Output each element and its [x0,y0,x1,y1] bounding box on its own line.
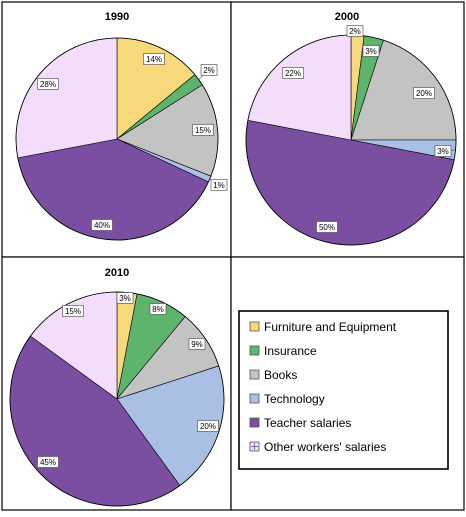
pie-1990-label-box-insurance [200,64,218,76]
pie-2010-label-box-furniture [116,292,134,304]
legend: Furniture and Equipment Insurance Books … [238,310,449,470]
pie-1990-data-label-teacher: 40% [94,221,110,230]
pie-1990-data-label-technology: 1% [213,181,225,190]
legend-swatch-furniture [249,321,260,332]
chart-title-2000: 2000 [335,11,359,23]
pie-2000-data-label-books: 20% [416,89,432,98]
pie-2000-data-label-insurance: 3% [365,47,377,56]
pie-1990-label-box-furniture [143,53,165,65]
pie-2000-data-label-teacher: 50% [319,223,335,232]
legend-label-technology: Technology [264,392,325,406]
legend-label-other: Other workers' salaries [264,440,386,454]
pie-1990: 14% 2% 15% 1% 40% 28% [15,37,228,241]
pie-1990-outline [15,37,219,241]
pie-2010-label-box-technology [197,420,219,432]
pie-2000-label-box-books [413,87,435,99]
pie-2010-label-box-teacher [37,456,59,468]
pie-2000-label-box-other [282,67,304,79]
pie-2010-label-box-other [62,305,84,317]
pie-2000-label-box-furniture [346,25,364,37]
pie-1990-data-label-other: 28% [40,80,56,89]
pie-2010-outline [9,291,225,507]
pie-2000: 2% 3% 20% 3% 50% 22% [245,25,457,246]
pie-2010-data-label-furniture: 3% [119,294,131,303]
pie-2000-label-box-insurance [362,45,380,57]
pie-2010-label-box-insurance [149,303,167,315]
chart-title-2010: 2010 [105,267,129,279]
pie-2000-data-label-other: 22% [285,69,301,78]
pie-2000-label-box-teacher [316,221,338,233]
pie-2000-data-label-technology: 3% [437,147,449,156]
pie-2010-label-box-books [188,338,206,350]
pie-1990-label-box-books [192,124,214,136]
pie-1990-data-label-insurance: 2% [203,66,215,75]
pie-1990-label-box-other [37,78,59,90]
pie-2010-data-label-other: 15% [65,307,81,316]
pie-2010-data-label-teacher: 45% [40,458,56,467]
legend-label-insurance: Insurance [264,344,317,358]
legend-label-books: Books [264,368,297,382]
pie-2000-label-box-technology [434,145,452,157]
pie-1990-data-label-books: 15% [195,126,211,135]
legend-swatch-books [249,369,260,380]
pie-2010-data-label-books: 9% [191,340,203,349]
pie-2010-data-label-technology: 20% [200,422,216,431]
pie-1990-label-box-technology [210,179,228,191]
chart-title-1990: 1990 [105,11,129,23]
pie-2010-data-label-insurance: 8% [152,305,164,314]
legend-label-furniture: Furniture and Equipment [264,320,397,334]
legend-swatch-insurance [249,345,260,356]
pie-2010: 3% 8% 9% 20% 45% 15% [9,291,225,507]
pie-1990-data-label-furniture: 14% [146,55,162,64]
legend-swatch-teacher [249,417,260,428]
legend-label-teacher: Teacher salaries [264,416,351,430]
pie-2000-data-label-furniture: 2% [349,27,361,36]
legend-box [238,310,449,470]
pie-1990-label-box-teacher [91,219,113,231]
legend-swatch-technology [249,393,260,404]
